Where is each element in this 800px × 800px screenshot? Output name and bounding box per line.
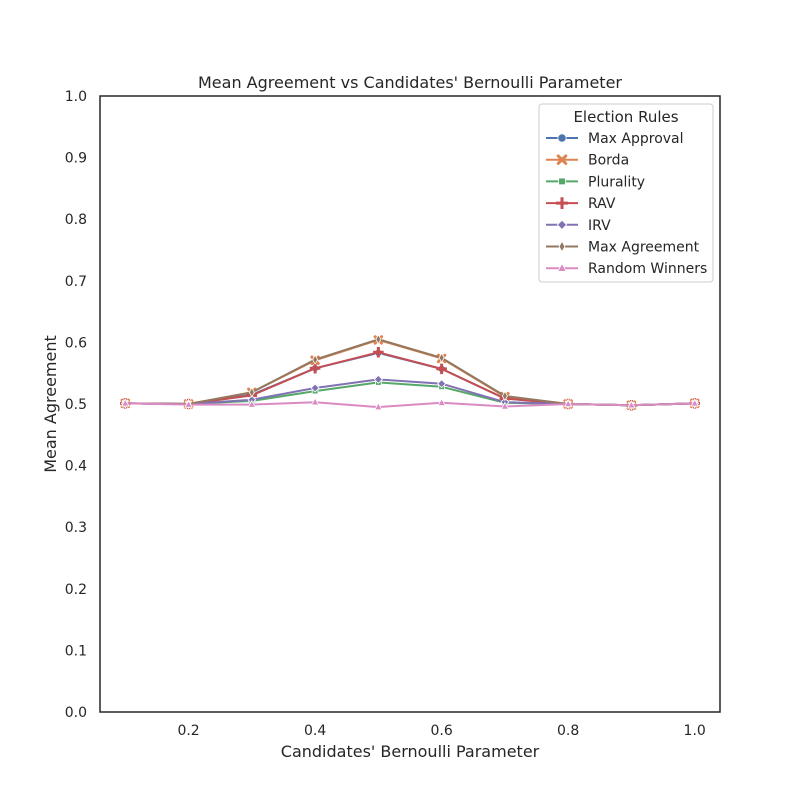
legend-label: Max Approval	[588, 131, 684, 147]
legend-swatch-marker	[557, 262, 567, 272]
legend-item-irv: IRV	[546, 218, 611, 234]
data-point-max-agreement	[501, 390, 508, 402]
legend-label: Plurality	[588, 174, 645, 190]
series-layer	[120, 334, 700, 411]
legend-item-max-agreement: Max Agreement	[546, 240, 700, 256]
data-point-random-winners	[437, 397, 446, 406]
data-point-max-agreement	[375, 334, 382, 345]
data-point-rav	[309, 362, 321, 374]
legend-label: Random Winners	[588, 261, 707, 277]
y-tick-label: 0.5	[65, 397, 87, 413]
y-tick-label: 0.2	[65, 582, 87, 598]
legend-swatch-marker	[558, 177, 566, 186]
data-point-random-winners	[310, 397, 320, 406]
data-point-random-winners	[247, 399, 257, 408]
y-tick-label: 0.8	[65, 212, 87, 228]
legend-title: Election Rules	[573, 108, 678, 126]
data-point-random-winners	[500, 401, 510, 410]
legend-item-random-winners: Random Winners	[546, 261, 707, 277]
y-tick-label: 0.1	[65, 643, 87, 659]
data-point-irv	[437, 379, 447, 389]
y-tick-label: 1.0	[65, 89, 87, 105]
data-point-random-winners	[184, 399, 193, 408]
y-tick-label: 0.4	[65, 459, 87, 475]
x-tick-label: 0.4	[304, 723, 326, 739]
y-tick-label: 0.0	[65, 705, 87, 721]
x-tick-label: 1.0	[684, 723, 706, 739]
x-axis-ticks: 0.2 0.4 0.6 0.8 1.0	[177, 723, 705, 739]
y-tick-label: 0.3	[65, 520, 87, 536]
legend: Election Rules Max Approval Borda Pluralit…	[538, 103, 714, 283]
x-tick-label: 0.2	[177, 723, 199, 739]
data-point-rav	[436, 363, 447, 375]
x-tick-label: 0.8	[557, 723, 579, 739]
y-axis-ticks: 0.0 0.1 0.2 0.3 0.4 0.5 0.6 0.7 0.8 0.9 1.0	[65, 89, 87, 721]
legend-label: Borda	[588, 153, 629, 169]
data-point-random-winners	[627, 400, 636, 409]
legend-label: IRV	[588, 218, 611, 234]
data-point-irv	[310, 383, 320, 393]
y-tick-label: 0.9	[65, 151, 87, 167]
data-point-max-agreement	[312, 354, 319, 365]
data-point-random-winners	[563, 399, 573, 408]
legend-items: Max Approval Borda Plurality RAV IRV Max Agre…	[546, 131, 707, 277]
legend-swatch-marker	[556, 154, 568, 165]
plot-frame	[99, 95, 721, 713]
legend-item-borda: Borda	[546, 153, 629, 169]
chart-title: Mean Agreement vs Candidates' Bernoulli …	[198, 73, 622, 92]
data-point-rav	[373, 346, 384, 358]
series-random-winners	[121, 397, 699, 411]
legend-label: RAV	[588, 196, 616, 212]
y-tick-label: 0.7	[65, 274, 87, 290]
legend-item-max-approval: Max Approval	[546, 131, 684, 147]
data-point-max-agreement	[438, 352, 445, 364]
data-point-irv	[373, 374, 383, 384]
data-point-random-winners	[121, 398, 130, 407]
data-point-random-winners	[374, 402, 383, 411]
series-line-random-winners	[125, 401, 695, 409]
legend-swatch-marker	[558, 240, 566, 253]
legend-item-plurality: Plurality	[546, 174, 645, 190]
x-axis-label: Candidates' Bernoulli Parameter	[281, 742, 540, 761]
y-axis-label: Mean Agreement	[41, 335, 60, 473]
legend-box	[538, 103, 714, 283]
data-point-max-agreement	[248, 386, 255, 398]
legend-item-rav: RAV	[546, 196, 616, 212]
x-tick-label: 0.6	[430, 723, 452, 739]
data-point-random-winners	[690, 398, 699, 407]
legend-label: Max Agreement	[588, 240, 700, 256]
y-tick-label: 0.6	[65, 335, 87, 351]
legend-swatch-marker	[556, 197, 568, 210]
legend-swatch-marker	[556, 219, 568, 230]
legend-swatch-marker	[557, 133, 567, 143]
